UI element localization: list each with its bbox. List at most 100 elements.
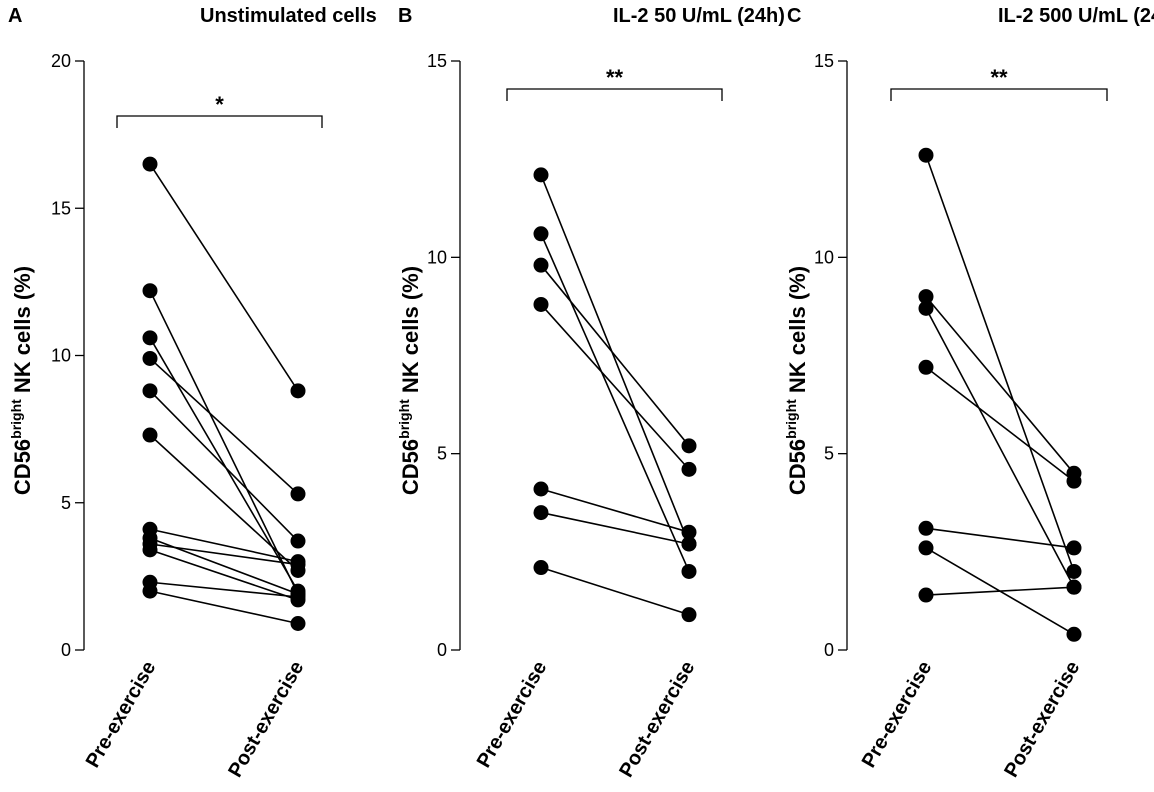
significance-marker: ** (990, 65, 1008, 90)
chart-title: Unstimulated cells (200, 5, 377, 27)
pre-exercise-point (533, 257, 549, 273)
pair-line (149, 590, 299, 625)
post-exercise-point (290, 486, 306, 502)
pre-exercise-point (142, 350, 158, 366)
post-exercise-point (681, 607, 697, 623)
pair-line (149, 390, 299, 542)
post-exercise-point (290, 383, 306, 399)
y-axis-label: CD56bright NK cells (%) (396, 266, 423, 495)
y-axis-label-superscript: bright (8, 399, 24, 439)
y-tick-label: 10 (427, 247, 447, 267)
y-axis-label: CD56bright NK cells (%) (8, 266, 35, 495)
post-exercise-point (1066, 473, 1082, 489)
pair-line (149, 290, 299, 595)
pair-line (925, 154, 1075, 572)
pair-line (149, 549, 299, 601)
y-tick-label: 10 (814, 247, 834, 267)
post-exercise-point (681, 524, 697, 540)
y-tick-label: 15 (814, 51, 834, 71)
y-axis-label-prefix: CD56 (10, 439, 35, 495)
pre-exercise-point (533, 296, 549, 312)
pair-line (925, 586, 1075, 596)
pair-line (149, 337, 299, 592)
post-exercise-point (1066, 563, 1082, 579)
pre-exercise-point (533, 560, 549, 576)
chart-title: IL-2 500 U/mL (24h) (998, 5, 1154, 27)
pair-line (149, 163, 299, 392)
y-axis-label-superscript: bright (783, 399, 799, 439)
y-tick-label: 5 (437, 444, 447, 464)
panel-letter: C (787, 5, 801, 27)
pre-exercise-point (918, 520, 934, 536)
x-category-label: Post-exercise (615, 658, 699, 782)
panel-c: C IL-2 500 U/mL (24h) 0 5 10 15 CD56bright NK … (783, 5, 1154, 781)
post-exercise-point (681, 536, 697, 552)
pre-exercise-point (918, 300, 934, 316)
pre-exercise-point (142, 583, 158, 599)
pre-exercise-point (142, 383, 158, 399)
y-axis-label-suffix: NK cells (%) (785, 266, 810, 399)
post-exercise-point (681, 563, 697, 579)
y-tick-label: 0 (61, 640, 71, 660)
pair-line (149, 581, 299, 598)
significance-marker: ** (606, 65, 624, 90)
pre-exercise-point (142, 330, 158, 346)
pre-exercise-point (533, 226, 549, 242)
post-exercise-point (1066, 579, 1082, 595)
post-exercise-point (290, 557, 306, 573)
significance-bracket (890, 88, 1108, 101)
pre-exercise-point (533, 481, 549, 497)
y-tick-label: 10 (51, 346, 71, 366)
x-category-label: Pre-exercise (858, 658, 937, 772)
pair-line (149, 357, 299, 495)
y-tick-label: 15 (427, 51, 447, 71)
pair-line (540, 174, 690, 545)
post-exercise-point (1066, 540, 1082, 556)
y-axis-label-prefix: CD56 (785, 439, 810, 495)
pair-line (149, 434, 299, 572)
pair-line (540, 233, 690, 572)
pair-line (925, 527, 1075, 549)
pair-line (540, 511, 690, 545)
panel-a: A Unstimulated cells 0 5 10 15 20 CD56bright NK… (8, 5, 377, 781)
y-axis-label: CD56bright NK cells (%) (783, 266, 810, 495)
pre-exercise-point (533, 505, 549, 521)
y-axis-label-suffix: NK cells (%) (398, 266, 423, 399)
pair-line (540, 264, 690, 447)
pair-line (925, 366, 1075, 482)
x-category-label: Post-exercise (1000, 658, 1084, 782)
pair-line (540, 566, 690, 616)
y-tick-label: 5 (824, 444, 834, 464)
chart-title: IL-2 50 U/mL (24h) (613, 5, 785, 27)
panel-letter: B (398, 5, 412, 27)
pre-exercise-point (142, 542, 158, 558)
post-exercise-point (290, 589, 306, 605)
panel-letter: A (8, 5, 22, 27)
pre-exercise-point (142, 283, 158, 299)
x-category-label: Pre-exercise (473, 658, 552, 772)
pair-line (925, 296, 1075, 474)
y-axis-label-suffix: NK cells (%) (10, 266, 35, 399)
post-exercise-point (290, 533, 306, 549)
pre-exercise-point (918, 540, 934, 556)
pre-exercise-point (918, 587, 934, 603)
x-category-label: Pre-exercise (82, 658, 161, 772)
pair-line (149, 528, 299, 563)
pre-exercise-point (142, 156, 158, 172)
post-exercise-point (681, 438, 697, 454)
pair-line (149, 543, 299, 566)
pre-exercise-point (142, 427, 158, 443)
pair-line (540, 488, 690, 533)
post-exercise-point (1066, 626, 1082, 642)
post-exercise-point (681, 461, 697, 477)
y-tick-label: 20 (51, 51, 71, 71)
y-tick-label: 15 (51, 198, 71, 218)
x-category-label: Post-exercise (224, 658, 308, 782)
y-tick-label: 0 (824, 640, 834, 660)
significance-bracket (116, 115, 323, 128)
pair-line (925, 308, 1075, 588)
y-tick-label: 5 (61, 493, 71, 513)
y-tick-label: 0 (437, 640, 447, 660)
post-exercise-point (290, 615, 306, 631)
